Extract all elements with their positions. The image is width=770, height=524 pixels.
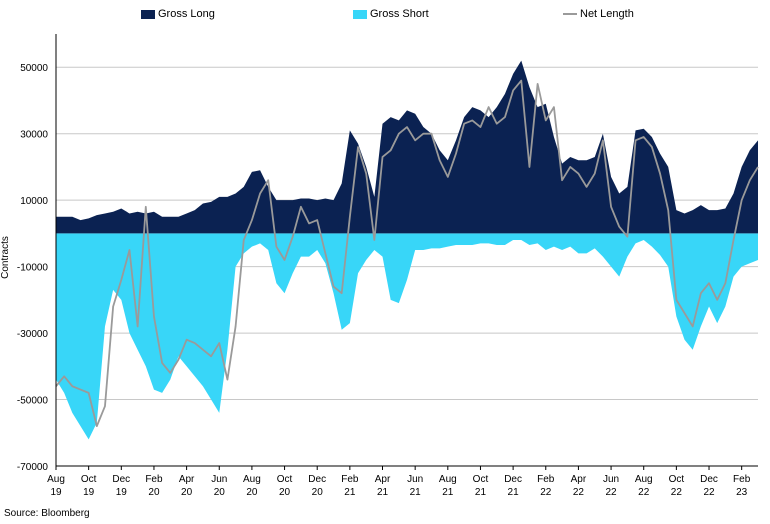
x-tick-month: Jun xyxy=(407,474,423,485)
x-tick-month: Oct xyxy=(473,474,489,485)
x-tick-year: 22 xyxy=(606,487,618,498)
x-tick-year: 19 xyxy=(83,487,95,498)
x-tick-month: Dec xyxy=(308,474,326,485)
x-tick-month: Jun xyxy=(603,474,619,485)
x-tick-year: 21 xyxy=(475,487,487,498)
y-tick-label: -30000 xyxy=(17,329,49,340)
x-tick-year: 20 xyxy=(148,487,160,498)
x-tick-month: Aug xyxy=(47,474,65,485)
gross-short-swatch xyxy=(353,9,367,19)
x-tick-year: 21 xyxy=(442,487,454,498)
x-tick-month: Dec xyxy=(504,474,522,485)
y-tick-label: 30000 xyxy=(20,130,48,141)
net-length-label: Net Length xyxy=(580,8,634,20)
x-tick-year: 20 xyxy=(181,487,193,498)
x-tick-year: 19 xyxy=(50,487,62,498)
x-tick-month: Aug xyxy=(243,474,261,485)
legend-gross-short: Gross Short xyxy=(353,8,429,20)
x-tick-month: Oct xyxy=(277,474,293,485)
x-tick-month: Jun xyxy=(211,474,227,485)
net-length-swatch xyxy=(563,13,577,15)
x-tick-year: 22 xyxy=(540,487,552,498)
x-tick-month: Aug xyxy=(635,474,653,485)
x-tick-month: Apr xyxy=(179,474,195,485)
x-tick-year: 22 xyxy=(671,487,683,498)
x-tick-month: Feb xyxy=(733,474,751,485)
x-tick-year: 23 xyxy=(736,487,748,498)
gross-short-area xyxy=(56,233,758,440)
x-tick-year: 21 xyxy=(410,487,422,498)
x-tick-month: Feb xyxy=(341,474,359,485)
x-tick-year: 22 xyxy=(703,487,715,498)
legend-gross-long: Gross Long xyxy=(141,8,215,20)
gross-short-label: Gross Short xyxy=(370,8,429,20)
y-tick-label: -70000 xyxy=(17,462,49,473)
x-tick-year: 20 xyxy=(246,487,258,498)
y-tick-label: -50000 xyxy=(17,396,49,407)
x-tick-month: Oct xyxy=(81,474,97,485)
x-tick-month: Apr xyxy=(571,474,587,485)
gross-long-swatch xyxy=(141,9,155,19)
x-tick-year: 19 xyxy=(116,487,128,498)
x-tick-month: Aug xyxy=(439,474,457,485)
x-tick-year: 21 xyxy=(377,487,389,498)
x-tick-year: 22 xyxy=(573,487,585,498)
source-note: Source: Bloomberg xyxy=(4,508,90,519)
x-tick-month: Dec xyxy=(112,474,130,485)
legend-net-length: Net Length xyxy=(563,8,634,20)
x-tick-year: 20 xyxy=(312,487,324,498)
x-tick-year: 21 xyxy=(344,487,356,498)
y-tick-label: 10000 xyxy=(20,196,48,207)
x-tick-year: 21 xyxy=(508,487,520,498)
x-tick-year: 20 xyxy=(279,487,291,498)
x-tick-year: 22 xyxy=(638,487,650,498)
x-tick-year: 20 xyxy=(214,487,226,498)
gross-long-area xyxy=(56,60,758,234)
x-tick-month: Feb xyxy=(145,474,163,485)
x-tick-month: Feb xyxy=(537,474,555,485)
x-tick-month: Oct xyxy=(669,474,685,485)
x-tick-month: Apr xyxy=(375,474,391,485)
gross-long-label: Gross Long xyxy=(158,8,215,20)
x-tick-month: Dec xyxy=(700,474,718,485)
net-length-line xyxy=(55,79,759,428)
y-tick-label: 50000 xyxy=(20,63,48,74)
y-tick-label: -10000 xyxy=(17,263,49,274)
